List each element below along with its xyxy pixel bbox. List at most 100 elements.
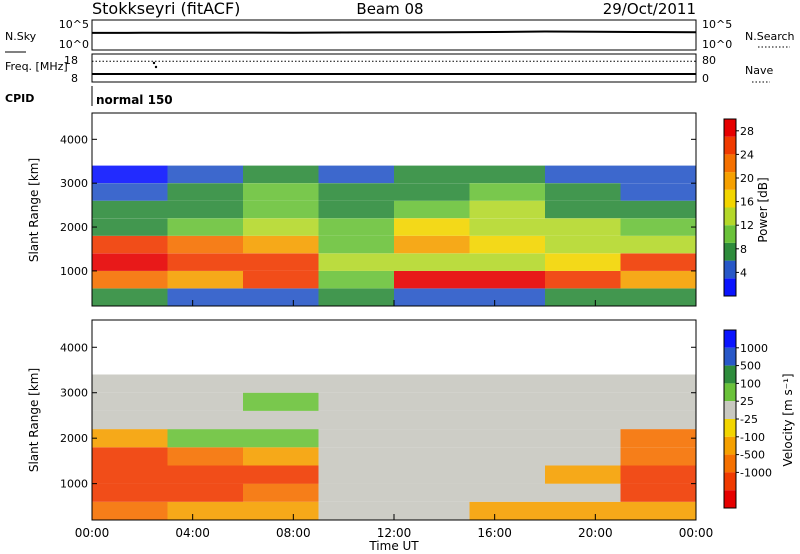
velocity-colorbar-label: Velocity [m s⁻¹]: [781, 373, 795, 466]
colorbar-tick-label: 100: [740, 377, 761, 390]
colorbar-tick-label: 28: [740, 125, 754, 138]
heatmap-cell: [168, 429, 244, 447]
noise-left-tick-bottom: 10^0: [59, 38, 89, 51]
colorbar-tick-label: -100: [740, 431, 765, 444]
heatmap-cell: [168, 411, 244, 429]
heatmap-cell: [545, 201, 621, 219]
noise-panel-frame: [92, 20, 696, 50]
colorbar-segment: [724, 401, 736, 419]
heatmap-cell: [243, 447, 319, 465]
heatmap-cell: [394, 375, 470, 393]
heatmap-cell: [470, 375, 546, 393]
heatmap-cell: [621, 411, 697, 429]
heatmap-cell: [394, 289, 470, 307]
colorbar-segment: [724, 455, 736, 473]
heatmap-cell: [168, 484, 244, 502]
heatmap-cell: [545, 484, 621, 502]
heatmap-cell: [243, 484, 319, 502]
heatmap-cell: [545, 447, 621, 465]
colorbar-tick-label: -1000: [740, 466, 772, 479]
heatmap-cell: [319, 484, 395, 502]
power-panel: 1000200030004000 Slant Range [km] 481216…: [27, 113, 770, 306]
heatmap-cell: [319, 429, 395, 447]
heatmap-cell: [243, 375, 319, 393]
heatmap-cell: [168, 236, 244, 254]
heatmap-cell: [470, 271, 546, 289]
colorbar-segment: [724, 472, 736, 490]
heatmap-cell: [168, 466, 244, 484]
heatmap-cell: [243, 429, 319, 447]
heatmap-cell: [243, 466, 319, 484]
heatmap-cell: [92, 289, 168, 307]
heatmap-cell: [394, 502, 470, 520]
colorbar-tick-label: 20: [740, 172, 754, 185]
date-title: 29/Oct/2011: [603, 0, 696, 18]
heatmap-cell: [168, 289, 244, 307]
colorbar-tick-label: 1000: [740, 342, 768, 355]
power-ylabel: Slant Range [km]: [27, 158, 41, 262]
colorbar-tick-label: -25: [740, 413, 758, 426]
heatmap-cell: [168, 502, 244, 520]
noise-right-tick-top: 10^5: [702, 18, 732, 31]
y-tick-label: 4000: [60, 341, 88, 354]
heatmap-cell: [545, 253, 621, 271]
colorbar-segment: [724, 172, 736, 190]
heatmap-cell: [92, 166, 168, 184]
cpid-label: CPID: [5, 92, 34, 105]
colorbar-tick-label: -500: [740, 449, 765, 462]
heatmap-cell: [621, 218, 697, 236]
heatmap-cell: [394, 236, 470, 254]
heatmap-cell: [621, 289, 697, 307]
heatmap-cell: [319, 183, 395, 201]
colorbar-segment: [724, 190, 736, 208]
colorbar-tick-label: 25: [740, 395, 754, 408]
colorbar-tick-label: 24: [740, 148, 754, 161]
heatmap-cell: [394, 183, 470, 201]
y-tick-label: 4000: [60, 133, 88, 146]
colorbar-segment: [724, 119, 736, 137]
heatmap-cell: [545, 166, 621, 184]
heatmap-cell: [92, 218, 168, 236]
heatmap-cell: [394, 447, 470, 465]
heatmap-cell: [470, 393, 546, 411]
x-tick-label: 12:00: [377, 526, 412, 540]
heatmap-cell: [92, 484, 168, 502]
nave-right-tick-top: 80: [702, 54, 716, 67]
colorbar-segment: [724, 348, 736, 366]
heatmap-cell: [394, 393, 470, 411]
y-tick-label: 2000: [60, 432, 88, 445]
colorbar-tick-label: 16: [740, 196, 754, 209]
heatmap-cell: [545, 289, 621, 307]
heatmap-cell: [92, 253, 168, 271]
heatmap-cell: [545, 429, 621, 447]
frequency-outlier-dot: [153, 62, 155, 64]
radar-summary-figure: Stokkseyri (fitACF) Beam 08 29/Oct/2011 …: [0, 0, 800, 554]
colorbar-segment: [724, 208, 736, 226]
heatmap-cell: [319, 201, 395, 219]
heatmap-cell: [394, 166, 470, 184]
heatmap-cell: [545, 236, 621, 254]
cpid-mode-label: normal 150: [96, 93, 173, 107]
heatmap-cell: [545, 502, 621, 520]
heatmap-cell: [319, 447, 395, 465]
y-tick-label: 3000: [60, 387, 88, 400]
noise-panel: N.Sky 10^5 10^0 10^5 10^0 N.Search: [5, 18, 795, 52]
nave-right-label: Nave: [745, 64, 773, 77]
heatmap-cell: [470, 447, 546, 465]
velocity-panel: 1000 2000 3000 4000 Slant Range [km] 1000 50…: [27, 300, 795, 553]
freq-left-tick-bottom: 8: [71, 72, 78, 85]
heatmap-cell: [243, 411, 319, 429]
frequency-panel-frame: [92, 54, 696, 82]
heatmap-cell: [92, 375, 168, 393]
velocity-heatmap: [92, 375, 696, 521]
heatmap-cell: [92, 502, 168, 520]
heatmap-cell: [621, 484, 697, 502]
heatmap-cell: [319, 271, 395, 289]
heatmap-cell: [168, 393, 244, 411]
heatmap-cell: [470, 183, 546, 201]
y-tick-label: 1000: [60, 478, 88, 491]
heatmap-cell: [243, 166, 319, 184]
time-axis-label: Time UT: [368, 539, 419, 553]
heatmap-cell: [243, 253, 319, 271]
freq-left-label: Freq. [MHz]: [5, 60, 68, 73]
